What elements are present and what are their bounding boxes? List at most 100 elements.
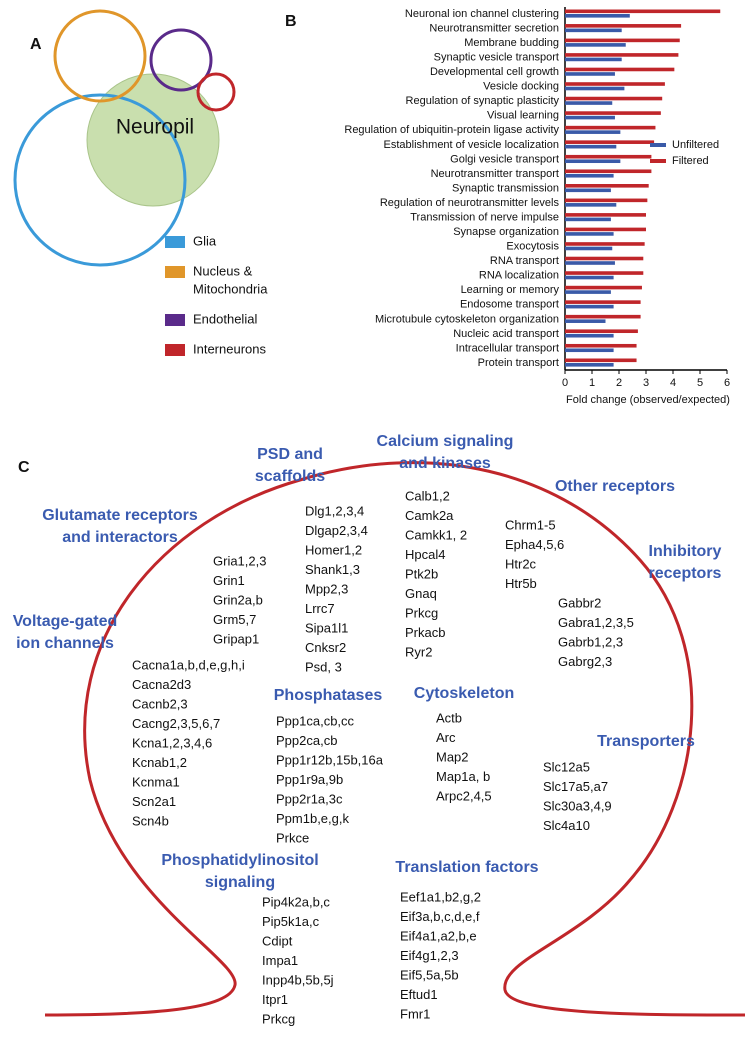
group-title: scaffolds — [255, 468, 325, 485]
group-title: and kinases — [399, 455, 491, 472]
category-label: Protein transport — [478, 357, 559, 369]
venn-circle — [13, 93, 187, 267]
panel-label: C — [18, 459, 30, 476]
bar — [565, 290, 611, 294]
group-title: and interactors — [62, 529, 178, 546]
gene-label: Arc — [436, 730, 456, 745]
gene-label: Prkcg — [405, 605, 438, 620]
gene-label: Lrrc7 — [305, 601, 335, 616]
legend-label: Mitochondria — [193, 281, 268, 296]
category-label: Establishment of vesicle localization — [384, 139, 559, 151]
gene-label: Fmr1 — [400, 1006, 430, 1021]
category-label: Synaptic transmission — [452, 182, 559, 194]
gene-label: Cacnb2,3 — [132, 696, 188, 711]
gene-label: Prkacb — [405, 625, 445, 640]
bar — [565, 144, 617, 149]
gene-label: Arpc2,4,5 — [436, 788, 492, 803]
gene-label: Impa1 — [262, 953, 298, 968]
category-label: Neuronal ion channel clustering — [405, 8, 559, 20]
bar — [565, 96, 663, 101]
gene-label: Cacna2d3 — [132, 677, 191, 692]
x-tick-label: 4 — [670, 377, 676, 389]
bar — [565, 57, 622, 62]
category-label: Endosome transport — [460, 299, 559, 311]
bar — [565, 28, 622, 33]
bar — [565, 343, 637, 348]
gene-label: Cacna1a,b,d,e,g,h,i — [132, 657, 245, 672]
gene-label: Ppp1ca,cb,cc — [276, 713, 355, 728]
bar — [565, 246, 613, 251]
legend-swatch — [165, 266, 185, 278]
gene-label: Slc4a10 — [543, 818, 590, 833]
bar — [565, 314, 641, 319]
bar — [565, 24, 682, 28]
group-title: Translation factors — [395, 859, 538, 876]
gene-label: Kcnab1,2 — [132, 755, 187, 770]
bar — [565, 232, 614, 236]
bar — [565, 169, 652, 174]
legend-label: Interneurons — [193, 341, 266, 356]
venn-center-label: Neuropil — [116, 116, 194, 139]
gene-label: Gnaq — [405, 586, 437, 601]
bar — [565, 67, 675, 72]
bar — [565, 111, 661, 115]
gene-label: Eif4g1,2,3 — [400, 948, 459, 963]
category-label: Visual learning — [487, 110, 559, 122]
gene-label: Gria1,2,3 — [213, 553, 266, 568]
bar — [565, 173, 614, 178]
bar — [565, 184, 649, 188]
gene-label: Slc30a3,4,9 — [543, 798, 612, 813]
bar — [565, 9, 721, 14]
group-title: receptors — [649, 565, 722, 582]
gene-label: Slc17a5,a7 — [543, 779, 608, 794]
category-label: Transmission of nerve impulse — [410, 211, 559, 223]
category-label: Regulation of ubiquitin-protein ligase a… — [344, 124, 559, 136]
gene-label: Dlgap2,3,4 — [305, 523, 368, 538]
gene-label: Gabrg2,3 — [558, 654, 612, 669]
gene-label: Epha4,5,6 — [505, 537, 564, 552]
category-label: Exocytosis — [506, 241, 559, 253]
bar — [565, 140, 655, 144]
gene-label: Ppm1b,e,g,k — [276, 811, 349, 826]
bar — [565, 115, 615, 120]
legend-label: Filtered — [672, 155, 709, 167]
gene-label: Dlg1,2,3,4 — [305, 503, 364, 518]
gene-label: Cdipt — [262, 933, 293, 948]
gene-label: Ptk2b — [405, 566, 438, 581]
gene-label: Ppp1r9a,9b — [276, 772, 343, 787]
gene-label: Ryr2 — [405, 644, 432, 659]
bar — [565, 227, 646, 232]
bar — [565, 53, 679, 57]
x-axis-label: Fold change (observed/expected) — [566, 394, 730, 406]
group-title: Glutamate receptors — [42, 507, 198, 524]
legend-label: Unfiltered — [672, 139, 719, 151]
bar — [565, 188, 611, 193]
gene-label: Camk2a — [405, 508, 454, 523]
gene-label: Gabbr2 — [558, 595, 601, 610]
group-title: ion channels — [16, 635, 114, 652]
outline — [44, 461, 746, 1017]
gene-label: Camkk1, 2 — [405, 527, 467, 542]
legend-label: Glia — [193, 233, 217, 248]
group-title: Voltage-gated — [13, 613, 118, 630]
bar — [565, 300, 641, 304]
bar — [565, 363, 614, 367]
venn-circle — [149, 28, 213, 92]
gene-label: Slc12a5 — [543, 759, 590, 774]
gene-label: Sipa1l1 — [305, 620, 348, 635]
gene-label: Mpp2,3 — [305, 581, 348, 596]
gene-label: Kcna1,2,3,4,6 — [132, 735, 212, 750]
bar — [565, 261, 615, 265]
x-tick-label: 1 — [589, 377, 595, 389]
bar — [565, 101, 613, 105]
gene-label: Map2 — [436, 749, 469, 764]
gene-label: Calb1,2 — [405, 488, 450, 503]
bar — [565, 82, 665, 86]
gene-label: Pip5k1a,c — [262, 914, 320, 929]
gene-label: Prkce — [276, 830, 309, 845]
bar — [565, 304, 614, 309]
category-label: Regulation of neurotransmitter levels — [380, 197, 560, 209]
bar — [565, 43, 626, 47]
category-label: Golgi vesicle transport — [450, 153, 559, 165]
gene-label: Eftud1 — [400, 987, 438, 1002]
